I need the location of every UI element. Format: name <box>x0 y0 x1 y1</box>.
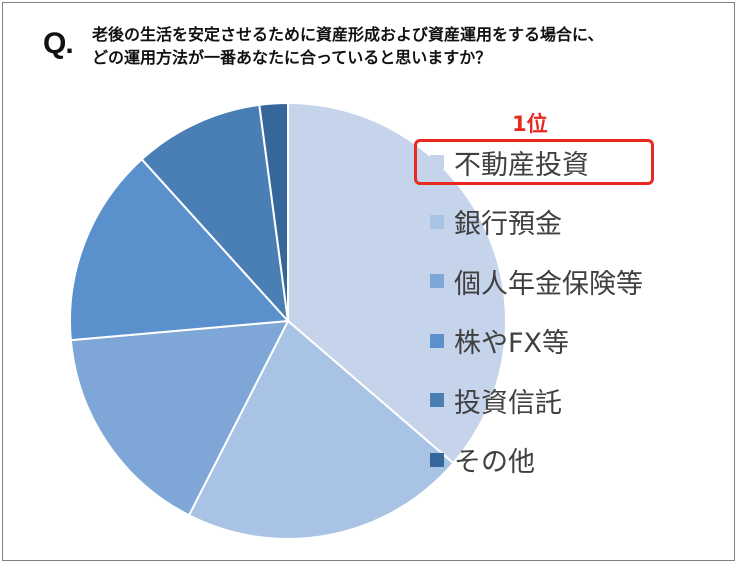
top-rank-highlight-box <box>414 139 654 185</box>
pie-slice-3 <box>69 319 290 517</box>
legend-item-4: 株やFX等 <box>430 321 569 361</box>
legend-item-5: 投資信託 <box>430 380 562 420</box>
legend-swatch <box>430 274 444 288</box>
pie-slice-5 <box>140 103 290 325</box>
legend-item-6: その他 <box>430 440 535 480</box>
legend-label: 不動産投資 <box>454 149 589 181</box>
question-text: 老後の生活を安定させるために資産形成および資産運用をする場合に、 どの運用方法が… <box>92 23 732 69</box>
question-line-2: どの運用方法が一番あなたに合っていると思いますか？ <box>92 48 492 67</box>
pie-slice-4 <box>69 157 291 342</box>
legend-swatch <box>430 452 444 467</box>
legend-swatch <box>430 333 444 348</box>
pie-slice-2 <box>187 319 455 540</box>
legend-label: 投資信託 <box>454 387 562 419</box>
legend-item-2: 銀行預金 <box>430 202 562 242</box>
pie-slice-1 <box>287 101 507 465</box>
pie-slice-6 <box>258 101 289 322</box>
legend-label: 株やFX等 <box>454 328 570 359</box>
question-mark: Q. <box>43 27 74 60</box>
legend-label: その他 <box>454 447 535 478</box>
legend-item-3: 個人年金保険等 <box>430 261 643 301</box>
rank-label: 1位 <box>512 112 548 136</box>
legend-label: 銀行預金 <box>454 209 562 240</box>
legend-swatch <box>430 393 444 407</box>
question-line-1: 老後の生活を安定させるために資産形成および資産運用をする場合に、 <box>92 25 604 44</box>
legend-swatch <box>430 214 444 229</box>
legend-swatch <box>430 155 444 169</box>
legend-label: 個人年金保険等 <box>454 268 643 300</box>
legend-item-1: 不動産投資 <box>430 142 589 182</box>
